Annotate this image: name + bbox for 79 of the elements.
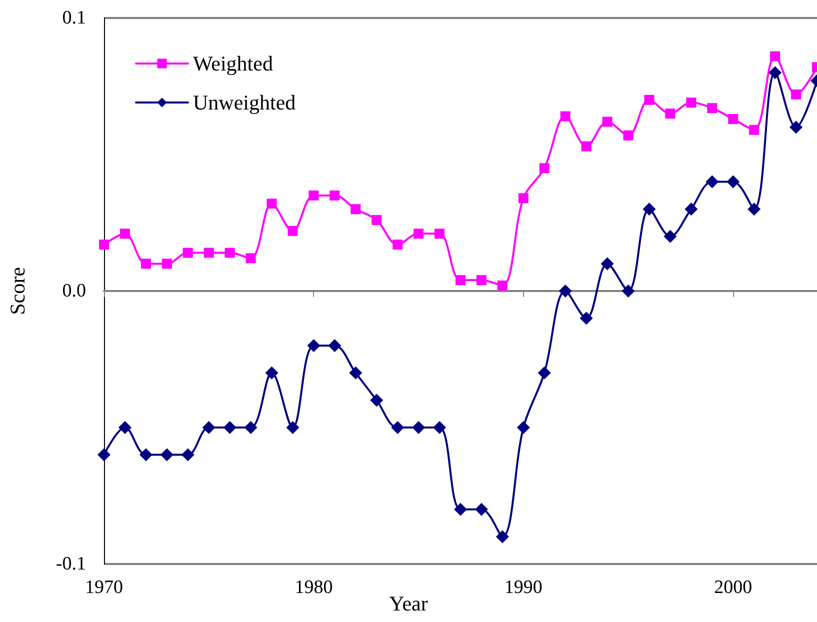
point (770, 51, 780, 62)
point (790, 120, 803, 134)
point (791, 89, 802, 100)
point (644, 94, 654, 105)
point (288, 226, 298, 236)
point (665, 108, 676, 119)
text: Year (389, 592, 428, 616)
point (433, 421, 446, 434)
point (350, 204, 361, 214)
point (623, 130, 634, 140)
point (707, 103, 718, 114)
point (392, 240, 403, 250)
point (391, 421, 404, 434)
point (538, 366, 551, 380)
point (162, 258, 172, 269)
y-axis-title: Score (6, 267, 30, 315)
point (728, 114, 738, 124)
point (223, 421, 236, 434)
point (580, 312, 593, 325)
point (474, 502, 488, 516)
point (516, 421, 530, 434)
point (748, 202, 761, 216)
x-tick-label: 1980 (294, 577, 333, 598)
point (120, 228, 130, 239)
point (330, 190, 340, 200)
point (99, 240, 109, 250)
y-tick-label: 0.0 (62, 280, 86, 302)
point (497, 280, 508, 291)
point (684, 202, 698, 216)
point (642, 202, 656, 216)
point (602, 116, 612, 127)
point (372, 215, 382, 226)
point (518, 193, 528, 204)
point (118, 421, 132, 434)
point (308, 190, 319, 200)
point (454, 502, 467, 516)
point (307, 339, 320, 352)
point (370, 394, 384, 407)
point (686, 98, 696, 108)
y-tick-label: -0.1 (56, 554, 86, 574)
x-tick-label: 2000 (714, 577, 752, 598)
point (726, 175, 740, 188)
point (539, 163, 550, 174)
point (349, 366, 362, 380)
point (581, 141, 592, 152)
point (622, 284, 635, 298)
point (476, 275, 486, 286)
point (246, 253, 256, 264)
point (139, 448, 152, 462)
y-tick-label: 0.1 (62, 8, 86, 28)
x-tick-label: 1990 (504, 577, 542, 598)
point (265, 366, 278, 380)
point (412, 421, 426, 434)
legend-label: Weighted (193, 52, 274, 76)
point (328, 339, 342, 352)
point (160, 448, 174, 462)
point (664, 230, 677, 243)
point (600, 257, 614, 270)
point (286, 421, 300, 434)
point (98, 448, 110, 462)
point (224, 248, 235, 258)
point (181, 448, 194, 462)
point (456, 275, 466, 286)
point (558, 284, 572, 298)
x-tick-label: 1970 (85, 577, 123, 598)
point (496, 530, 509, 544)
point (768, 66, 782, 80)
point (182, 248, 193, 258)
point (204, 248, 214, 258)
point (244, 421, 258, 434)
point (560, 111, 570, 122)
point (749, 124, 760, 135)
point (266, 198, 277, 209)
point (140, 258, 151, 269)
legend-label: Unweighted (193, 90, 296, 114)
point (434, 228, 445, 239)
point (414, 228, 424, 239)
point (706, 175, 719, 188)
point (202, 421, 216, 434)
